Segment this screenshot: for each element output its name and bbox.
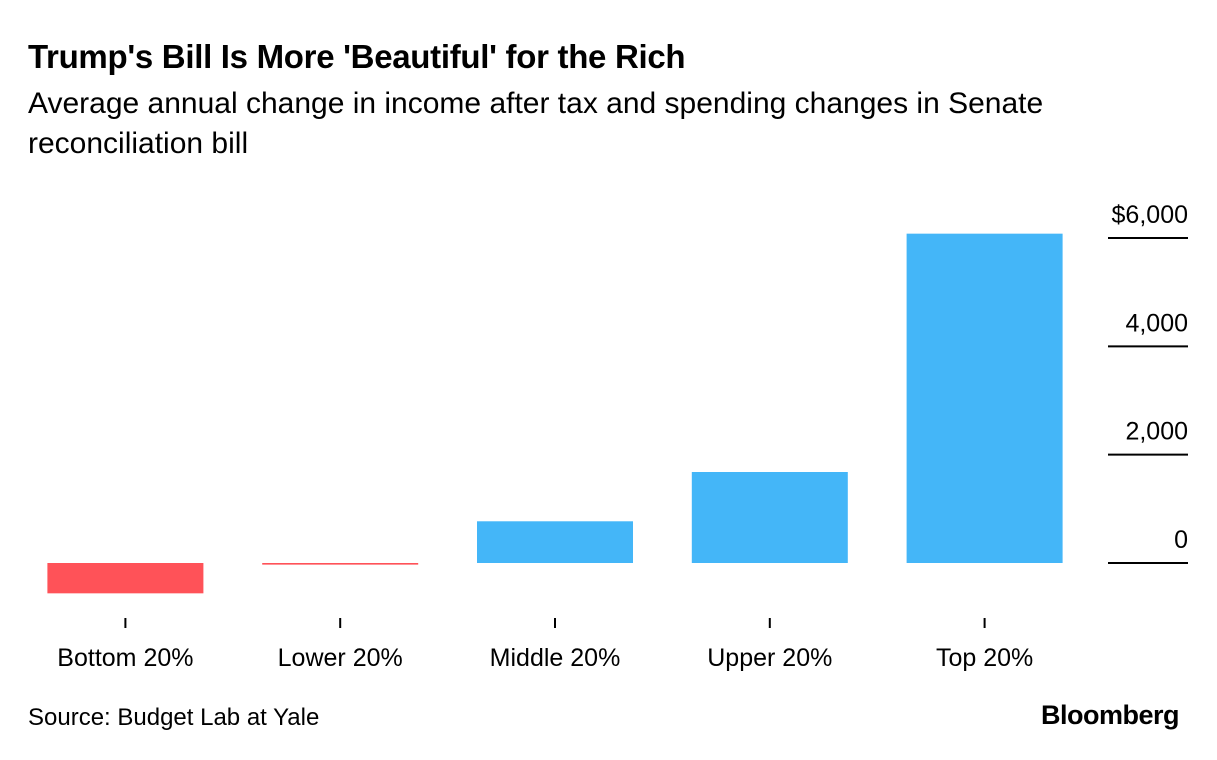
y-tick-label: 4,000 bbox=[1125, 309, 1188, 337]
bar bbox=[47, 563, 204, 594]
chart-title: Trump's Bill Is More 'Beautiful' for the… bbox=[28, 38, 686, 75]
y-tick-label: 0 bbox=[1174, 526, 1188, 554]
source-note: Source: Budget Lab at Yale bbox=[28, 704, 320, 731]
bar bbox=[477, 521, 633, 563]
x-tick-label: Middle 20% bbox=[490, 644, 621, 672]
y-tick-label: 2,000 bbox=[1125, 418, 1188, 446]
x-tick-label: Lower 20% bbox=[278, 644, 403, 672]
x-tick-label: Bottom 20% bbox=[57, 644, 193, 672]
bar bbox=[262, 563, 419, 565]
x-tick-label: Upper 20% bbox=[707, 644, 832, 672]
chart-subtitle: Average annual change in income after ta… bbox=[28, 87, 1044, 160]
y-tick-label: $6,000 bbox=[1112, 201, 1188, 229]
x-tick-label: Top 20% bbox=[936, 644, 1033, 672]
bloomberg-logo: Bloomberg bbox=[1040, 700, 1180, 730]
bar bbox=[691, 472, 848, 563]
bar bbox=[906, 233, 1063, 563]
